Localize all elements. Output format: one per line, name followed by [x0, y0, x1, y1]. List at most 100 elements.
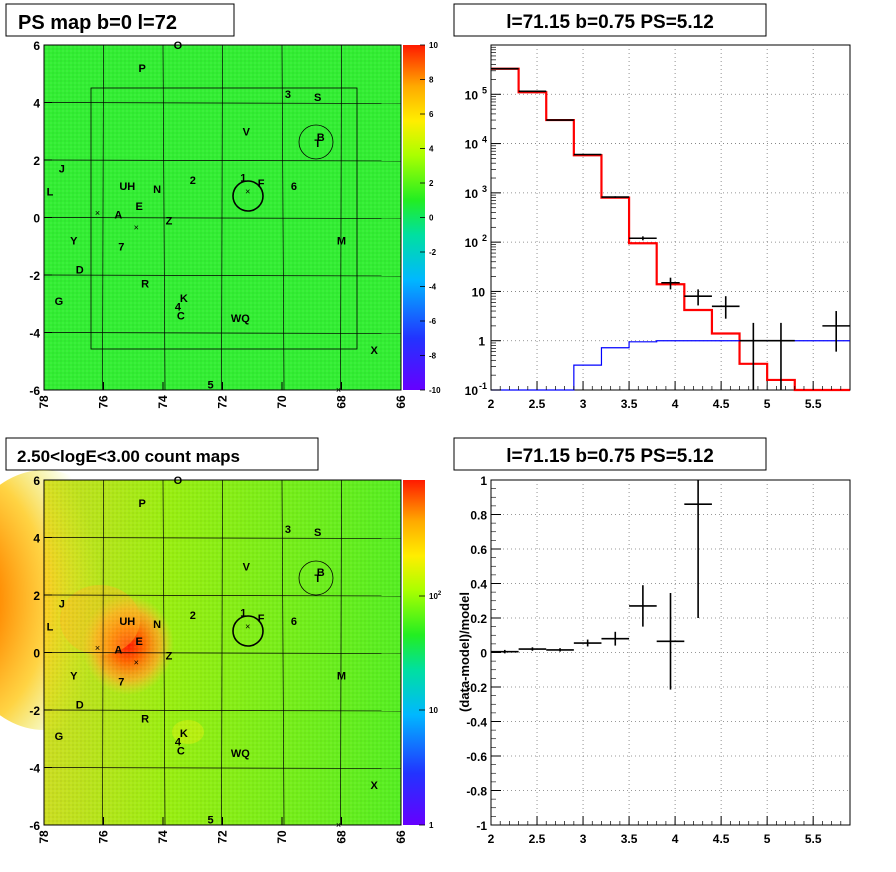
source-label: X [371, 780, 379, 792]
y-tick-exponent: 4 [482, 135, 487, 145]
source-label: L [47, 622, 54, 634]
y-tick-label: 2 [33, 154, 40, 168]
x-tick-label: 66 [394, 395, 408, 409]
source-label: P [139, 63, 146, 75]
spectrum-data-point [601, 196, 630, 198]
z-tick-exponent: 2 [438, 591, 442, 597]
ps-map-title-box [5, 3, 235, 37]
grid-parallel [43, 537, 402, 539]
y-tick-label: -6 [29, 819, 40, 833]
x-tick-label: 72 [216, 395, 230, 409]
grid-parallel [43, 767, 402, 769]
source-label: 6 [291, 181, 297, 193]
residual-data-point [629, 585, 657, 627]
source-label: Z [166, 650, 173, 662]
y-tick-label: 6 [33, 39, 40, 53]
source-label: Z [166, 215, 173, 227]
z-tick-label: 4 [429, 145, 434, 154]
source-marker: × [245, 187, 250, 197]
y-tick-label: 10 [465, 187, 479, 201]
x-tick-label: 70 [275, 830, 289, 844]
source-marker: × [134, 658, 139, 668]
ps-map-panel: PS map b=0 l=72 O P 3 S V BT J 2 1 F 6 UH N L E A Z Y 7 M D R… [5, 3, 441, 409]
y-tick-label: -0.2 [466, 681, 487, 695]
source-label: T [314, 138, 321, 150]
source-label: 5 [208, 814, 214, 826]
y-tick-exponent: 2 [482, 233, 487, 243]
source-label: D [76, 699, 84, 711]
grid-parallel [43, 594, 402, 597]
count-map-title: 2.50<logE<3.00 count maps [17, 447, 240, 466]
source-label: Y [70, 236, 78, 248]
y-tick-label: 10 [465, 138, 479, 152]
y-tick-label: 1 [480, 474, 487, 488]
count-map-y-tick-labels: 6 4 2 0 -2 -4 -6 [29, 474, 52, 833]
source-label: V [243, 126, 251, 138]
residual-data-point [656, 592, 685, 690]
y-tick-exponent: 3 [482, 184, 487, 194]
ps-map-y-tick-labels: 6 4 2 0 -2 -4 -6 [29, 39, 52, 398]
source-marker: × [95, 208, 100, 218]
spectrum-data-point [767, 322, 795, 390]
grid-parallel [43, 332, 402, 334]
source-label: N [153, 619, 161, 631]
x-tick-label: 3 [580, 397, 587, 411]
source-label: T [314, 573, 321, 585]
spectrum-data-point [629, 236, 657, 241]
source-label: UH [119, 181, 135, 193]
x-tick-label: 68 [335, 830, 349, 844]
ps-map-source-b-circle [298, 124, 334, 160]
source-label: 3 [285, 89, 291, 101]
z-tick-label: 10 [429, 41, 438, 50]
y-tick-label: 0 [480, 647, 487, 661]
x-tick-label: 2.5 [529, 397, 546, 411]
y-tick-label: 10 [465, 88, 479, 102]
x-tick-label: 78 [37, 395, 51, 409]
source-label: M [337, 671, 346, 683]
source-label: E [136, 201, 143, 213]
spectrum-data-point [661, 277, 680, 290]
z-tick-label: -10 [429, 386, 441, 395]
grid-meridian [221, 479, 223, 826]
count-map-coordinate-grid [43, 479, 402, 826]
source-label: 5 [208, 379, 214, 391]
x-tick-label: 70 [275, 395, 289, 409]
ps-map-source-labels: O P 3 S V BT J 2 1 F 6 UH N L E A Z Y 7 M D R G K4C WQ X 5 × × × × [47, 40, 379, 395]
y-tick-label: 0.8 [470, 509, 487, 523]
x-tick-label: 76 [97, 830, 111, 844]
y-tick-label: -1 [476, 819, 487, 833]
x-tick-label: 3 [580, 832, 587, 846]
grid-parallel [43, 274, 402, 277]
source-label: 6 [291, 616, 297, 628]
y-tick-exponent: 5 [482, 85, 487, 95]
z-tick-label: 0 [429, 214, 434, 223]
grid-meridian [281, 44, 285, 391]
y-tick-exponent: -1 [479, 381, 487, 391]
source-label: 4 [175, 737, 182, 749]
x-tick-label: 2 [488, 397, 495, 411]
spectrum-x-tick-labels: 2 2.5 3 3.5 4 4.5 5 5.5 [488, 381, 851, 411]
z-tick-label: 2 [429, 179, 434, 188]
count-map-title-box [5, 437, 319, 471]
ps-map-target-circle [232, 180, 264, 212]
source-label: 2 [190, 610, 196, 622]
ps-map-color-scale [403, 45, 425, 390]
y-tick-label: 6 [33, 474, 40, 488]
y-tick-label: -0.8 [466, 785, 487, 799]
residual-x-tick-labels: 2 2.5 3 3.5 4 4.5 5 5.5 [488, 816, 851, 846]
x-tick-label: 5.5 [805, 397, 822, 411]
y-tick-label: 4 [33, 97, 40, 111]
ps-map-coordinate-grid [43, 44, 402, 391]
source-label: G [55, 296, 64, 308]
ps-map-roi-box [90, 87, 358, 350]
x-tick-label: 2 [488, 832, 495, 846]
ps-map-x-tick-labels: 78 76 74 72 70 68 66 [37, 382, 408, 409]
z-tick-label: 102 [429, 591, 442, 601]
y-tick-label: 0.4 [470, 578, 487, 592]
residual-data-point [573, 639, 602, 647]
x-tick-label: 72 [216, 830, 230, 844]
count-map-source-labels: O P 3 S V BT J 2 1 F 6 UH N L E A Z Y 7 M D R G K4C WQ X 5 × × × × [47, 475, 379, 830]
residual-data-point [546, 648, 574, 652]
z-tick-label: 6 [429, 110, 434, 119]
